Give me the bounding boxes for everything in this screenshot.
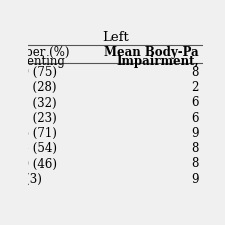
Text: 46 (71): 46 (71) <box>14 127 57 140</box>
Text: 30 (46): 30 (46) <box>14 158 57 171</box>
Text: 15 (23): 15 (23) <box>14 112 57 125</box>
Text: 8: 8 <box>192 158 199 171</box>
Text: 9: 9 <box>191 127 199 140</box>
Text: 9: 9 <box>191 173 199 186</box>
Text: 8: 8 <box>192 66 199 79</box>
Text: 8: 8 <box>192 142 199 155</box>
Text: Impairment,: Impairment, <box>116 55 199 68</box>
Text: 2: 2 <box>192 81 199 94</box>
Text: Left: Left <box>102 31 129 44</box>
Text: 35 (54): 35 (54) <box>14 142 57 155</box>
Text: 6: 6 <box>191 112 199 125</box>
Text: 49 (75): 49 (75) <box>14 66 57 79</box>
Text: 2 (3): 2 (3) <box>14 173 42 186</box>
Text: 6: 6 <box>191 97 199 110</box>
Text: esenting: esenting <box>14 55 65 68</box>
Text: mber (%): mber (%) <box>14 46 70 59</box>
Text: 21 (32): 21 (32) <box>14 97 57 110</box>
Text: Mean Body-Pa: Mean Body-Pa <box>104 46 199 59</box>
Text: 18 (28): 18 (28) <box>14 81 57 94</box>
